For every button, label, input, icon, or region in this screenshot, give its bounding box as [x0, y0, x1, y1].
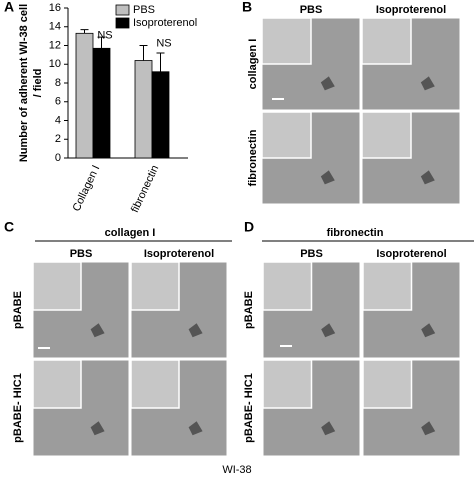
y-tick-label: 4 — [55, 114, 61, 126]
micrograph-inset — [262, 359, 313, 409]
cell — [90, 421, 105, 436]
error-bar — [156, 52, 165, 72]
panel-label: A — [4, 0, 14, 15]
row-label: pBABE — [243, 291, 255, 329]
panel-label: C — [4, 219, 14, 235]
bar — [92, 47, 111, 159]
micrograph-inset — [261, 111, 312, 159]
micrograph-inset — [361, 17, 412, 65]
panel-title: fibronectin — [327, 227, 384, 239]
cell — [321, 323, 336, 338]
column-label: Isoproterenol — [376, 248, 446, 260]
y-tick-label: 12 — [49, 39, 61, 51]
cell — [188, 323, 203, 338]
legend-swatch — [115, 17, 130, 29]
cell — [90, 323, 105, 338]
annotation: NS — [97, 29, 112, 41]
annotation: NS — [156, 37, 171, 49]
micrograph-inset — [262, 261, 313, 311]
column-label: PBS — [300, 248, 323, 260]
micrograph-inset — [32, 359, 82, 409]
micrograph-inset — [361, 111, 412, 159]
cell — [421, 421, 436, 436]
error-bar — [139, 45, 148, 61]
micrograph-inset — [130, 359, 180, 409]
column-label: Isoproterenol — [144, 248, 214, 260]
y-tick-label: 10 — [49, 58, 61, 70]
panel-label: D — [244, 219, 254, 235]
row-label: pBABE- HIC1 — [12, 373, 24, 443]
bar — [134, 60, 153, 159]
cell — [420, 170, 435, 185]
column-label: PBS — [300, 4, 323, 16]
y-tick-label: 0 — [55, 152, 61, 164]
y-tick-label: 16 — [49, 2, 61, 14]
y-tick-label: 14 — [49, 21, 61, 33]
micrograph-inset — [362, 359, 413, 409]
column-label: PBS — [70, 248, 93, 260]
micrograph-inset — [130, 261, 180, 311]
bar — [151, 71, 170, 159]
panel-label: B — [242, 0, 252, 15]
cell — [188, 421, 203, 436]
footer: WI-38 — [222, 464, 251, 476]
row-label: pBABE — [12, 291, 24, 329]
row-label: pBABE- HIC1 — [243, 373, 255, 443]
error-bar — [80, 29, 89, 34]
y-tick-label: 6 — [55, 96, 61, 108]
micrograph-inset — [261, 17, 312, 65]
cell — [320, 76, 335, 91]
row-label: fibronectin — [247, 129, 259, 186]
legend-label: Isoproterenol — [133, 17, 197, 29]
y-axis-label: Number of adherent WI-38 cell — [18, 4, 30, 162]
bar — [75, 32, 94, 159]
row-label: collagen I — [247, 39, 259, 90]
y-axis-label: / field — [32, 69, 44, 98]
x-tick-label: fibronectin — [129, 163, 161, 214]
micrograph-inset — [362, 261, 413, 311]
cell — [420, 76, 435, 91]
cell — [421, 323, 436, 338]
y-tick-label: 2 — [55, 133, 61, 145]
legend-label: PBS — [133, 4, 155, 16]
legend-swatch — [115, 4, 130, 16]
x-tick-label: Collagen I — [71, 163, 103, 213]
cell — [321, 421, 336, 436]
cell — [320, 170, 335, 185]
column-label: Isoproterenol — [376, 4, 446, 16]
panel-title: collagen I — [105, 227, 156, 239]
error-bar — [97, 36, 106, 49]
y-tick-label: 8 — [55, 77, 61, 89]
micrograph-inset — [32, 261, 82, 311]
